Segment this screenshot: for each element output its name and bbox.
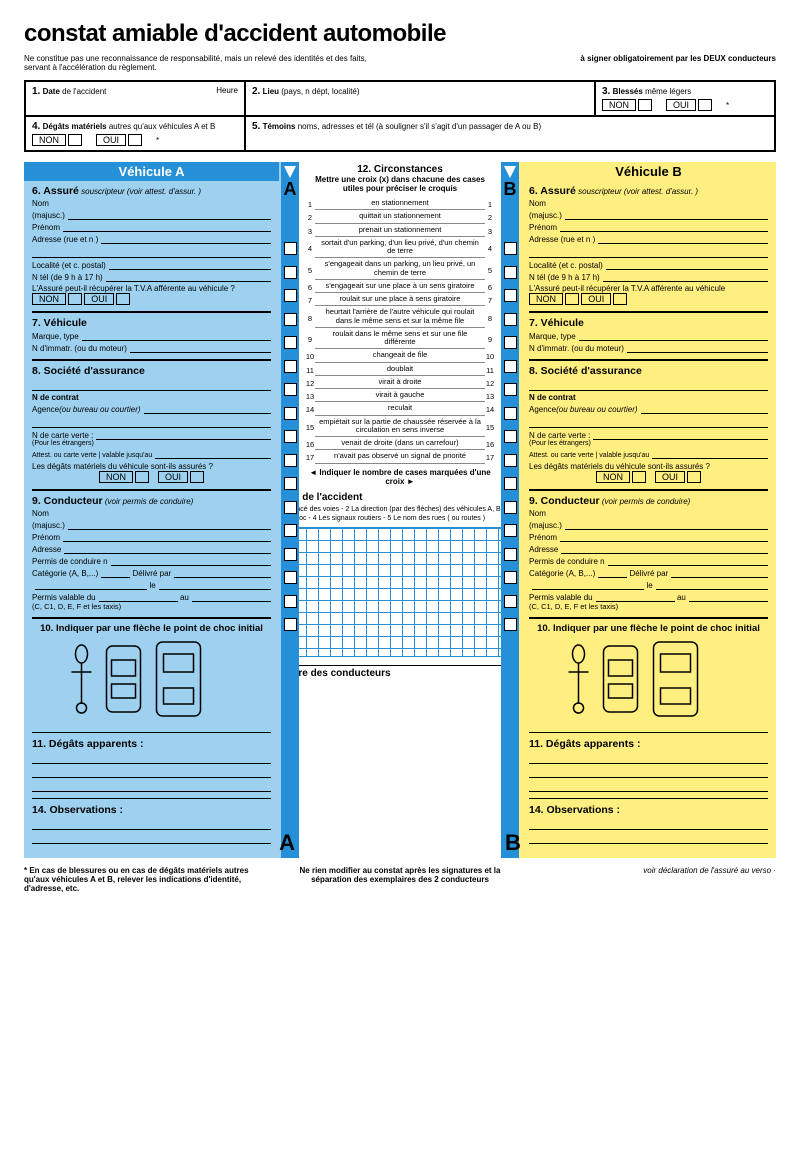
circumstance-row: 13virait à gauche13 <box>305 391 495 402</box>
checkbox-strip-b: B <box>501 162 519 858</box>
circ-checkbox[interactable] <box>284 454 297 467</box>
circ-checkbox[interactable] <box>284 430 297 443</box>
circ-checkbox[interactable] <box>284 548 297 561</box>
circumstances-sub: Mettre une croix (x) dans chacune des ca… <box>305 175 495 193</box>
circ-checkbox[interactable] <box>504 618 517 631</box>
circumstance-row: 3prenait un stationnement3 <box>305 226 495 237</box>
circ-checkbox[interactable] <box>284 571 297 584</box>
circ-checkbox[interactable] <box>504 430 517 443</box>
circumstance-row: 17n'avait pas observé un signal de prior… <box>305 452 495 463</box>
middle-column: 12. Circonstances Mettre une croix (x) d… <box>299 162 501 858</box>
circ-checkbox[interactable] <box>504 477 517 490</box>
circumstance-row: 7roulait sur une place à sens giratoire7 <box>305 295 495 306</box>
circ-checkbox[interactable] <box>284 266 297 279</box>
indicate-count: Indiquer le nombre de cases marquées d'u… <box>305 468 495 486</box>
subtitle-right: à signer obligatoirement par les DEUX co… <box>580 54 776 72</box>
circumstance-row: 16venait de droite (dans un carrefour)16 <box>305 439 495 450</box>
circ-checkbox[interactable] <box>284 242 297 255</box>
circumstance-row: 10changeait de file10 <box>305 351 495 362</box>
corner-letter-a: A <box>279 830 295 856</box>
cell-degats: 4. Dégâts matériels autres qu'aux véhicu… <box>25 116 245 151</box>
circ-checkbox[interactable] <box>504 524 517 537</box>
strip-letter-b: B <box>501 180 519 198</box>
cell-lieu: 2. Lieu (pays, n dépt, localité) <box>245 81 595 116</box>
circ-checkbox[interactable] <box>504 313 517 326</box>
circ-checkbox[interactable] <box>504 595 517 608</box>
circ-checkbox[interactable] <box>504 336 517 349</box>
blesses-oui[interactable]: OUI <box>666 99 712 111</box>
cell-temoins: 5. Témoins noms, adresses et tél (à soul… <box>245 116 775 151</box>
vehicle-b-header: Véhicule B <box>521 162 776 181</box>
arrow-down-icon <box>504 166 516 178</box>
circumstance-row: 5s'engageait dans un parking, un lieu pr… <box>305 260 495 280</box>
circ-checkbox[interactable] <box>504 289 517 302</box>
circ-checkbox[interactable] <box>504 360 517 373</box>
vehicle-a-header: Véhicule A <box>24 162 279 181</box>
circ-checkbox[interactable] <box>284 524 297 537</box>
circ-checkbox[interactable] <box>504 242 517 255</box>
arrow-down-icon <box>284 166 296 178</box>
vehicle-diagram <box>529 634 768 724</box>
circ-checkbox[interactable] <box>504 454 517 467</box>
circ-checkbox[interactable] <box>284 407 297 420</box>
circumstance-row: 4sortait d'un parking, d'un lieu privé, … <box>305 239 495 259</box>
vehicle-a-column: A Véhicule A 6. Assuré souscripteur (voi… <box>24 162 299 858</box>
footer-right: voir déclaration de l'assuré au verso · <box>539 866 776 893</box>
circ-checkbox[interactable] <box>284 477 297 490</box>
checkbox-strip-a: A <box>281 162 299 858</box>
circumstance-row: 9roulait dans le même sens et sur une fi… <box>305 330 495 350</box>
circ-checkbox[interactable] <box>284 618 297 631</box>
circ-checkbox[interactable] <box>504 548 517 561</box>
circumstance-row: 14reculait14 <box>305 404 495 415</box>
circumstance-row: 2quittait un stationnement2 <box>305 212 495 223</box>
circumstances-title: 12. Circonstances <box>305 164 495 175</box>
circ-checkbox[interactable] <box>504 571 517 584</box>
degats-non[interactable]: NON <box>32 134 82 146</box>
strip-letter-a: A <box>281 180 299 198</box>
corner-letter-b: B <box>505 830 521 856</box>
footer-mid: Ne rien modifier au constat après les si… <box>281 866 518 893</box>
circ-checkbox[interactable] <box>504 266 517 279</box>
circumstance-row: 12virait à droite12 <box>305 378 495 389</box>
circumstance-row: 6s'engageait sur une place à un sens gir… <box>305 282 495 293</box>
vehicle-b-column: B Véhicule B 6. Assuré souscripteur (voi… <box>501 162 776 858</box>
blesses-non[interactable]: NON <box>602 99 652 111</box>
circ-checkbox[interactable] <box>504 407 517 420</box>
circ-checkbox[interactable] <box>284 501 297 514</box>
circ-checkbox[interactable] <box>284 360 297 373</box>
circumstance-row: 8heurtait l'arrière de l'autre véhicule … <box>305 308 495 328</box>
vehicle-diagram <box>32 634 271 724</box>
circumstance-row: 11doublait11 <box>305 365 495 376</box>
circ-checkbox[interactable] <box>284 595 297 608</box>
circ-checkbox[interactable] <box>284 289 297 302</box>
circ-checkbox[interactable] <box>284 336 297 349</box>
footer-left: * En cas de blessures ou en cas de dégât… <box>24 866 261 893</box>
degats-oui[interactable]: OUI <box>96 134 142 146</box>
circumstance-row: 1en stationnement1 <box>305 199 495 210</box>
circ-checkbox[interactable] <box>504 501 517 514</box>
subtitle-left: Ne constitue pas une reconnaissance de r… <box>24 54 384 72</box>
top-grid: 1. Date de l'accident Heure 2. Lieu (pay… <box>24 80 776 152</box>
circ-checkbox[interactable] <box>284 313 297 326</box>
circ-checkbox[interactable] <box>284 383 297 396</box>
cell-blesses: 3. Blessés même légers NON OUI * <box>595 81 775 116</box>
cell-date: 1. Date de l'accident Heure <box>25 81 245 116</box>
circumstance-row: 15empiétait sur la partie de chaussée ré… <box>305 418 495 438</box>
circ-checkbox[interactable] <box>504 383 517 396</box>
page-title: constat amiable d'accident automobile <box>24 20 776 48</box>
